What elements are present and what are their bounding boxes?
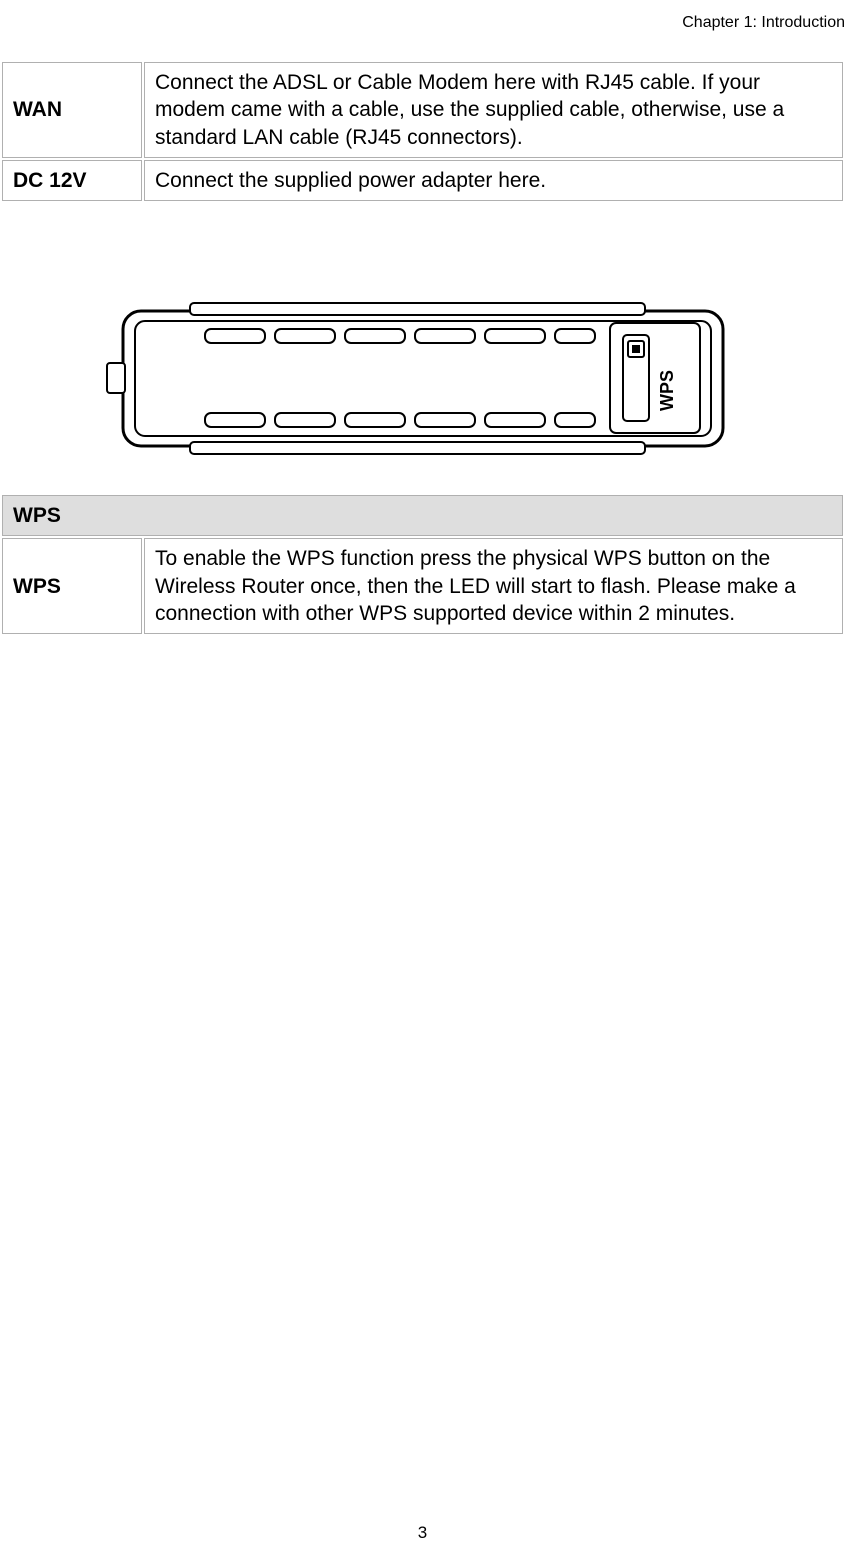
wps-desc: To enable the WPS function press the phy…: [144, 538, 843, 634]
router-svg: WPS: [105, 293, 740, 463]
wps-description-table: WPS WPS To enable the WPS function press…: [0, 493, 845, 636]
port-desc-wan: Connect the ADSL or Cable Modem here wit…: [144, 62, 843, 158]
port-desc-dc12v: Connect the supplied power adapter here.: [144, 160, 843, 201]
page-content: WAN Connect the ADSL or Cable Modem here…: [0, 60, 845, 636]
table-header-row: WPS: [2, 495, 843, 536]
wps-table-header: WPS: [2, 495, 843, 536]
chapter-header: Chapter 1: Introduction: [682, 14, 845, 32]
router-side-view-figure: WPS: [105, 293, 740, 463]
wps-label: WPS: [2, 538, 142, 634]
table-row: DC 12V Connect the supplied power adapte…: [2, 160, 843, 201]
table-row: WAN Connect the ADSL or Cable Modem here…: [2, 62, 843, 158]
table-row: WPS To enable the WPS function press the…: [2, 538, 843, 634]
wps-button-label: WPS: [657, 370, 677, 411]
port-description-table: WAN Connect the ADSL or Cable Modem here…: [0, 60, 845, 203]
port-label-wan: WAN: [2, 62, 142, 158]
page-number: 3: [0, 1523, 845, 1543]
port-label-dc12v: DC 12V: [2, 160, 142, 201]
